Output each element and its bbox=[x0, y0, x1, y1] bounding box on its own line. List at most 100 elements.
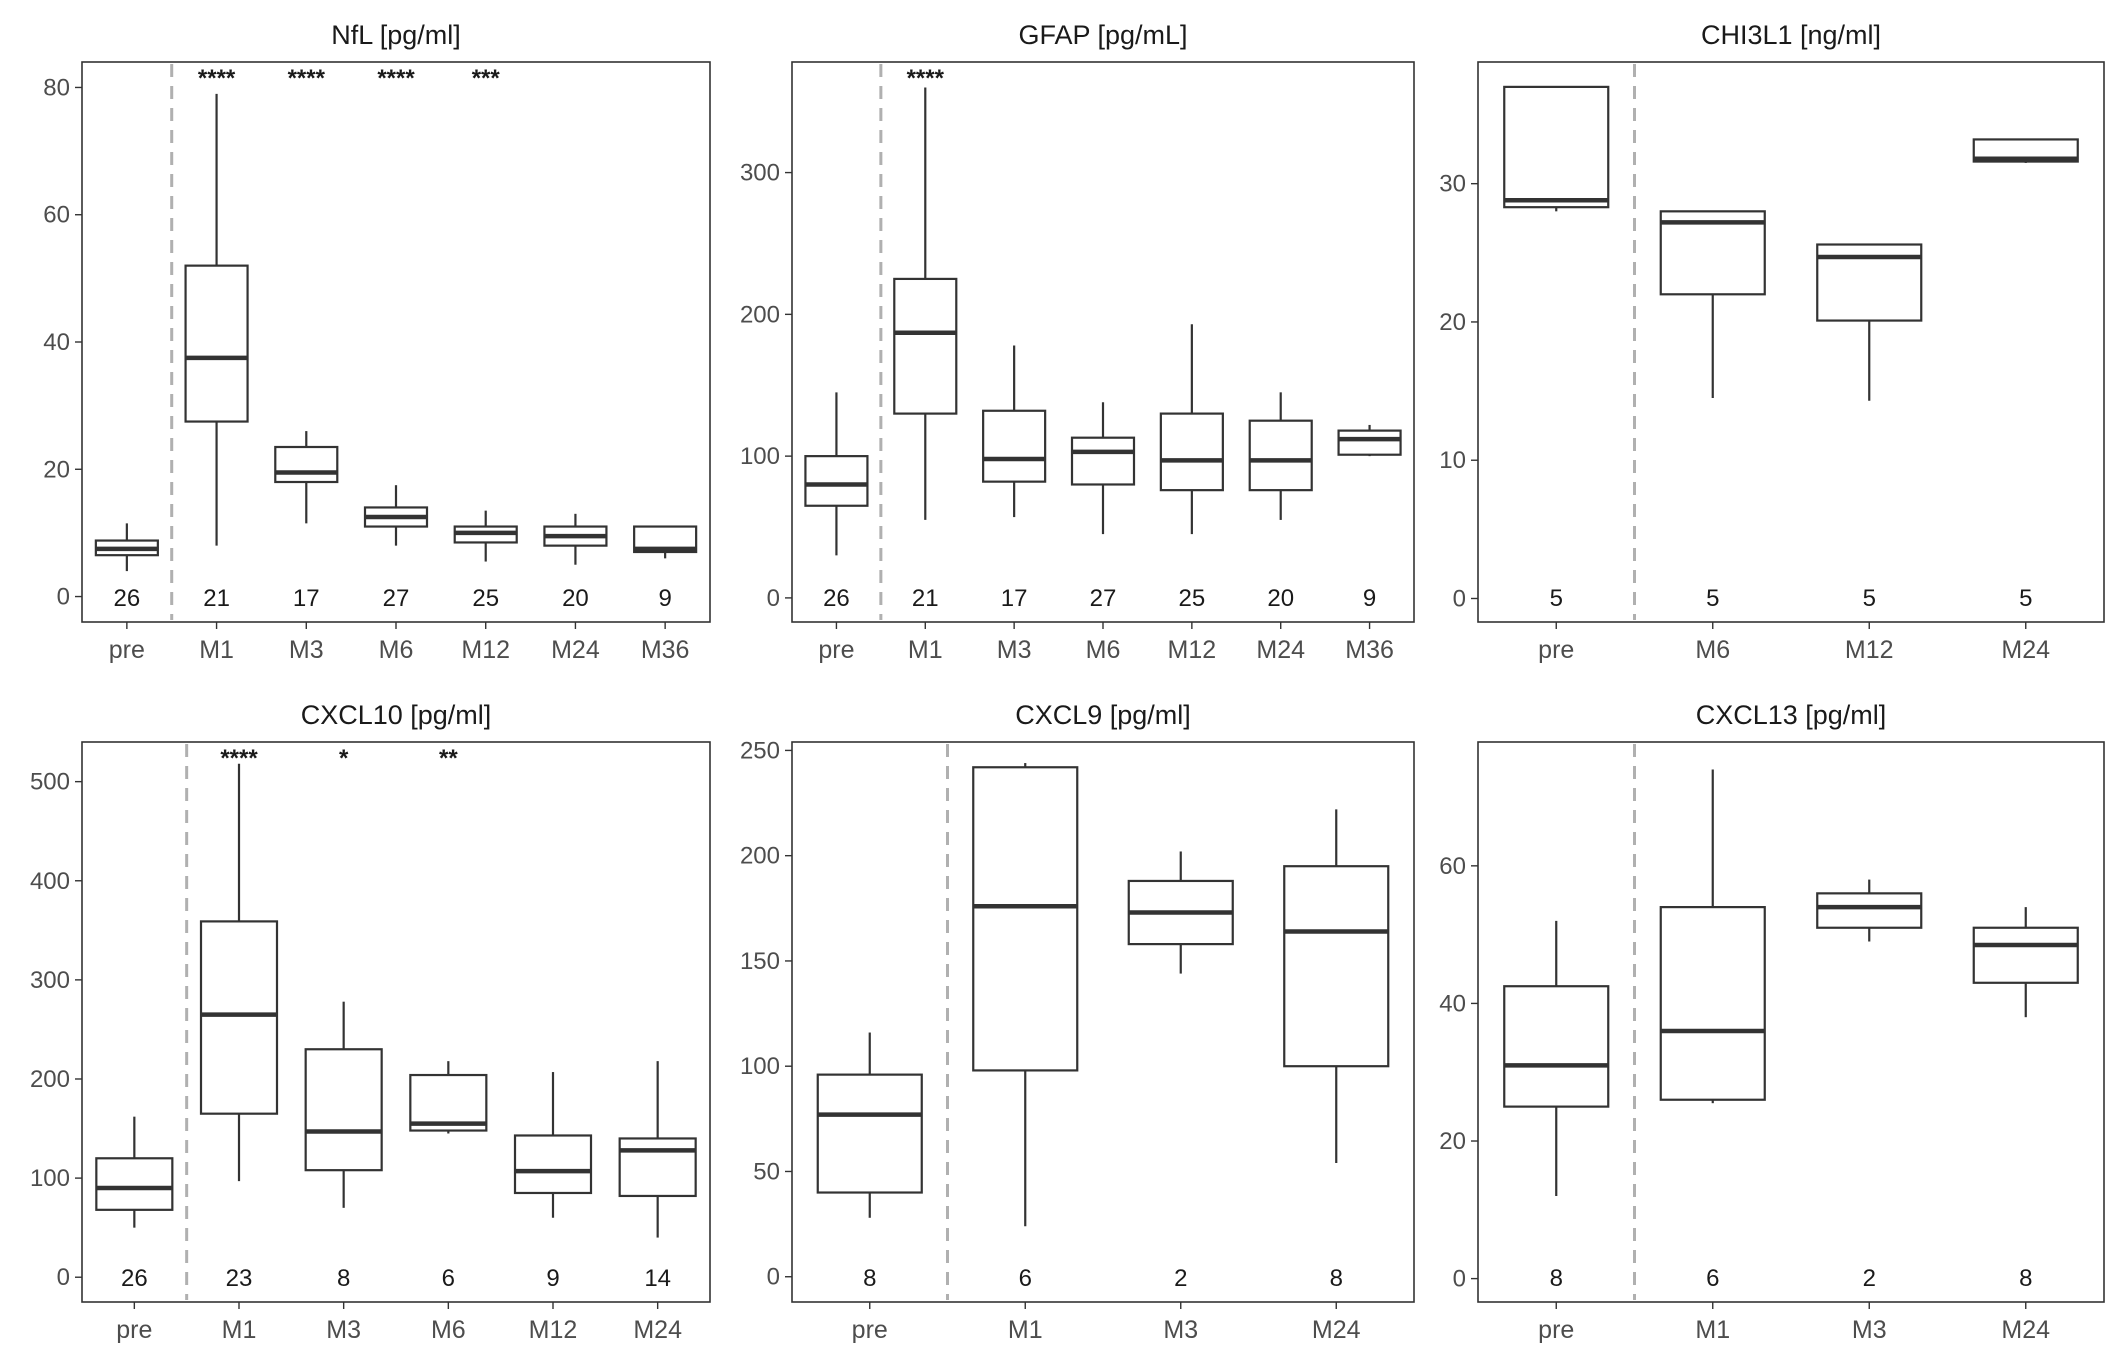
significance-stars: **** bbox=[288, 65, 326, 92]
sample-count: 26 bbox=[121, 1265, 148, 1292]
x-tick-label: M36 bbox=[1345, 636, 1394, 664]
panel-border bbox=[81, 741, 711, 1303]
y-tick-label: 200 bbox=[740, 843, 780, 870]
y-tick-label: 10 bbox=[1439, 447, 1466, 474]
y-tick-label: 200 bbox=[30, 1066, 70, 1093]
box-M24 bbox=[543, 513, 608, 565]
box-iqr bbox=[95, 1157, 174, 1211]
x-tick-label: M24 bbox=[633, 1316, 682, 1344]
x-tick-label: M3 bbox=[1852, 1316, 1887, 1344]
x-tick-label: M6 bbox=[1086, 636, 1121, 664]
box-M6 bbox=[409, 1061, 488, 1134]
box-pre bbox=[95, 1116, 174, 1228]
x-tick-label: M1 bbox=[1695, 1316, 1730, 1344]
box-iqr bbox=[982, 409, 1047, 483]
x-tick-label: M3 bbox=[997, 636, 1032, 664]
sample-count: 5 bbox=[1706, 585, 1719, 612]
x-tick-label: M3 bbox=[326, 1316, 361, 1344]
y-tick-label: 40 bbox=[43, 329, 70, 356]
box-M6 bbox=[1070, 402, 1136, 535]
sample-count: 6 bbox=[1019, 1265, 1032, 1292]
sample-count: 2 bbox=[1863, 1265, 1876, 1292]
y-tick-label: 0 bbox=[57, 1264, 70, 1291]
box-M24 bbox=[1972, 138, 2079, 163]
sample-count: 27 bbox=[383, 585, 410, 612]
box-iqr bbox=[513, 1134, 593, 1195]
sample-count: 8 bbox=[337, 1265, 350, 1292]
box-M3 bbox=[304, 1001, 383, 1208]
y-tick-label: 150 bbox=[740, 948, 780, 975]
box-iqr bbox=[274, 445, 339, 484]
sample-count: 27 bbox=[1090, 585, 1117, 612]
x-tick-label: M12 bbox=[1845, 636, 1894, 664]
x-tick-label: M1 bbox=[908, 636, 943, 664]
box-M1 bbox=[893, 87, 958, 520]
box-iqr bbox=[1159, 412, 1224, 492]
y-tick-label: 40 bbox=[1439, 990, 1466, 1017]
box-pre bbox=[804, 392, 869, 556]
sample-count: 8 bbox=[863, 1265, 876, 1292]
box-iqr bbox=[804, 455, 869, 507]
y-tick-label: 100 bbox=[740, 443, 780, 470]
x-tick-label: M3 bbox=[1163, 1316, 1198, 1344]
y-tick-label: 80 bbox=[43, 74, 70, 101]
sample-count: 9 bbox=[658, 585, 671, 612]
chart-panel: GFAP [pg/mL] 0 100 200 300 pre 26 M1 21 **** M3 17 M… bbox=[740, 20, 1415, 664]
x-tick-label: pre bbox=[1538, 1316, 1574, 1344]
x-tick-label: pre bbox=[1538, 636, 1574, 664]
x-tick-label: M24 bbox=[2001, 1316, 2050, 1344]
box-iqr bbox=[1337, 429, 1402, 456]
sample-count: 25 bbox=[1179, 585, 1206, 612]
box-M12 bbox=[453, 510, 518, 562]
y-tick-label: 60 bbox=[43, 202, 70, 229]
box-iqr bbox=[1972, 926, 2079, 984]
box-iqr bbox=[1248, 419, 1313, 492]
box-M24 bbox=[1283, 809, 1390, 1164]
box-iqr bbox=[1816, 892, 1923, 929]
x-tick-label: pre bbox=[818, 636, 854, 664]
box-M24 bbox=[1972, 907, 2079, 1018]
box-M6 bbox=[363, 485, 429, 546]
box-iqr bbox=[1503, 985, 1610, 1108]
y-tick-label: 300 bbox=[740, 160, 780, 187]
box-pre bbox=[94, 523, 159, 572]
x-tick-label: M24 bbox=[2001, 636, 2050, 664]
box-M36 bbox=[633, 525, 698, 559]
y-tick-label: 250 bbox=[740, 737, 780, 764]
box-M1 bbox=[972, 763, 1079, 1227]
box-M12 bbox=[1159, 324, 1224, 535]
y-tick-label: 100 bbox=[30, 1165, 70, 1192]
box-pre bbox=[1503, 85, 1610, 212]
box-pre bbox=[816, 1032, 923, 1218]
sample-count: 17 bbox=[293, 585, 320, 612]
y-tick-label: 400 bbox=[30, 868, 70, 895]
y-tick-label: 20 bbox=[1439, 309, 1466, 336]
box-M12 bbox=[513, 1072, 593, 1218]
x-tick-label: M12 bbox=[1168, 636, 1217, 664]
chart-panel: NfL [pg/ml] 0 20 40 60 80 pre 26 M1 21 **** M3 17 ***… bbox=[43, 20, 711, 664]
y-tick-label: 20 bbox=[43, 456, 70, 483]
box-iqr bbox=[1283, 865, 1390, 1068]
box-M1 bbox=[1659, 769, 1766, 1104]
chart-panel: CXCL13 [pg/ml] 0 20 40 60 pre 8 M1 6 M3 2 M24 8 bbox=[1439, 700, 2105, 1344]
box-iqr bbox=[199, 920, 279, 1115]
x-tick-label: M1 bbox=[199, 636, 234, 664]
x-tick-label: M36 bbox=[641, 636, 690, 664]
sample-count: 25 bbox=[472, 585, 499, 612]
box-M24 bbox=[618, 1061, 697, 1238]
box-iqr bbox=[304, 1048, 383, 1172]
box-iqr bbox=[1816, 243, 1923, 322]
box-M3 bbox=[1127, 851, 1234, 974]
y-tick-label: 30 bbox=[1439, 171, 1466, 198]
x-tick-label: pre bbox=[116, 1316, 152, 1344]
significance-stars: * bbox=[339, 745, 349, 772]
significance-stars: **** bbox=[377, 65, 415, 92]
y-tick-label: 20 bbox=[1439, 1128, 1466, 1155]
box-M1 bbox=[184, 93, 249, 546]
significance-stars: **** bbox=[907, 65, 945, 92]
sample-count: 21 bbox=[912, 585, 939, 612]
box-iqr bbox=[1503, 85, 1610, 209]
y-tick-label: 60 bbox=[1439, 853, 1466, 880]
box-M1 bbox=[199, 763, 279, 1182]
sample-count: 2 bbox=[1174, 1265, 1187, 1292]
